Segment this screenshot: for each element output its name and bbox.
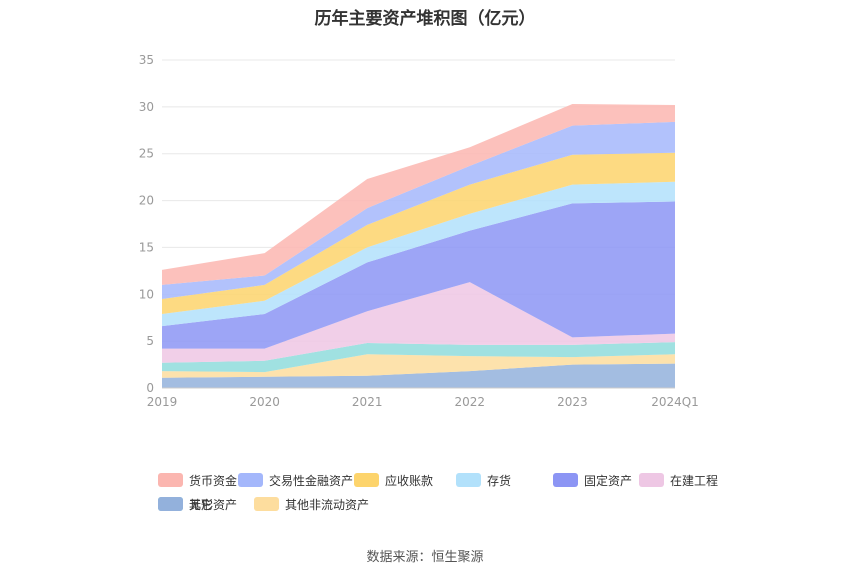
source-note: 数据来源：恒生聚源 [366, 550, 484, 565]
area-series-5 [162, 181, 675, 327]
area-series-4 [162, 201, 675, 349]
area-series-3 [162, 282, 675, 363]
chart-title: 历年主要资产堆积图（亿元） [314, 9, 536, 29]
legend-label: 固定资产 [584, 473, 633, 488]
x-tick-label: 2021 [352, 395, 383, 409]
y-tick-label: 15 [139, 240, 154, 254]
y-tick-label: 25 [139, 147, 154, 161]
x-tick-label: 2024Q1 [651, 395, 699, 409]
y-tick-label: 5 [146, 334, 154, 348]
area-series-7 [162, 121, 675, 300]
legend-item[interactable]: 在建工程 [639, 472, 718, 488]
y-tick-label: 35 [139, 53, 154, 67]
legend-swatch [254, 497, 279, 511]
area-series-2 [162, 342, 675, 373]
legend-label: 存货 [487, 473, 512, 488]
legend-swatch [238, 473, 263, 487]
y-tick-label: 30 [139, 100, 154, 114]
legend-item[interactable]: 存货 [456, 472, 511, 488]
area-series-0 [162, 363, 675, 388]
y-tick-label: 0 [146, 381, 154, 395]
legend-swatch [158, 473, 183, 487]
legend-label: 无形资产 [189, 497, 238, 512]
legend-item[interactable]: 交易性金融资产 [238, 472, 353, 488]
legend-swatch [354, 473, 379, 487]
legend-swatch [456, 473, 481, 487]
x-tick-label: 2020 [249, 395, 280, 409]
legend-item[interactable]: 固定资产 [553, 472, 632, 488]
x-tick-label: 2023 [557, 395, 588, 409]
y-tick-label: 10 [139, 287, 154, 301]
legend-label: 应收账款 [385, 473, 434, 488]
legend-item[interactable]: 其他非流动资产 [254, 496, 369, 512]
legend-label: 货币资金 [189, 473, 238, 488]
x-tick-label: 2019 [147, 395, 178, 409]
legend-swatch [553, 473, 578, 487]
legend-label: 其它 [189, 497, 214, 512]
legend-label: 交易性金融资产 [269, 473, 354, 488]
x-tick-label: 2022 [455, 395, 486, 409]
area-series-8 [162, 104, 675, 285]
chart-plot: 0 5 10 15 20 25 30 35 2019 2020 2021 2022 2023 2024Q1 [139, 53, 699, 409]
legend-label: 其他非流动资产 [285, 497, 370, 512]
legend-item[interactable]: 其它 [158, 496, 213, 512]
legend-label: 在建工程 [670, 473, 719, 488]
legend-swatch [158, 497, 183, 511]
y-tick-label: 20 [139, 194, 154, 208]
legend-swatch [639, 473, 664, 487]
area-series-6 [162, 152, 675, 314]
area-series-1 [162, 354, 675, 378]
legend-item[interactable]: 应收账款 [354, 472, 433, 488]
legend-item[interactable]: 货币资金 [158, 472, 237, 488]
